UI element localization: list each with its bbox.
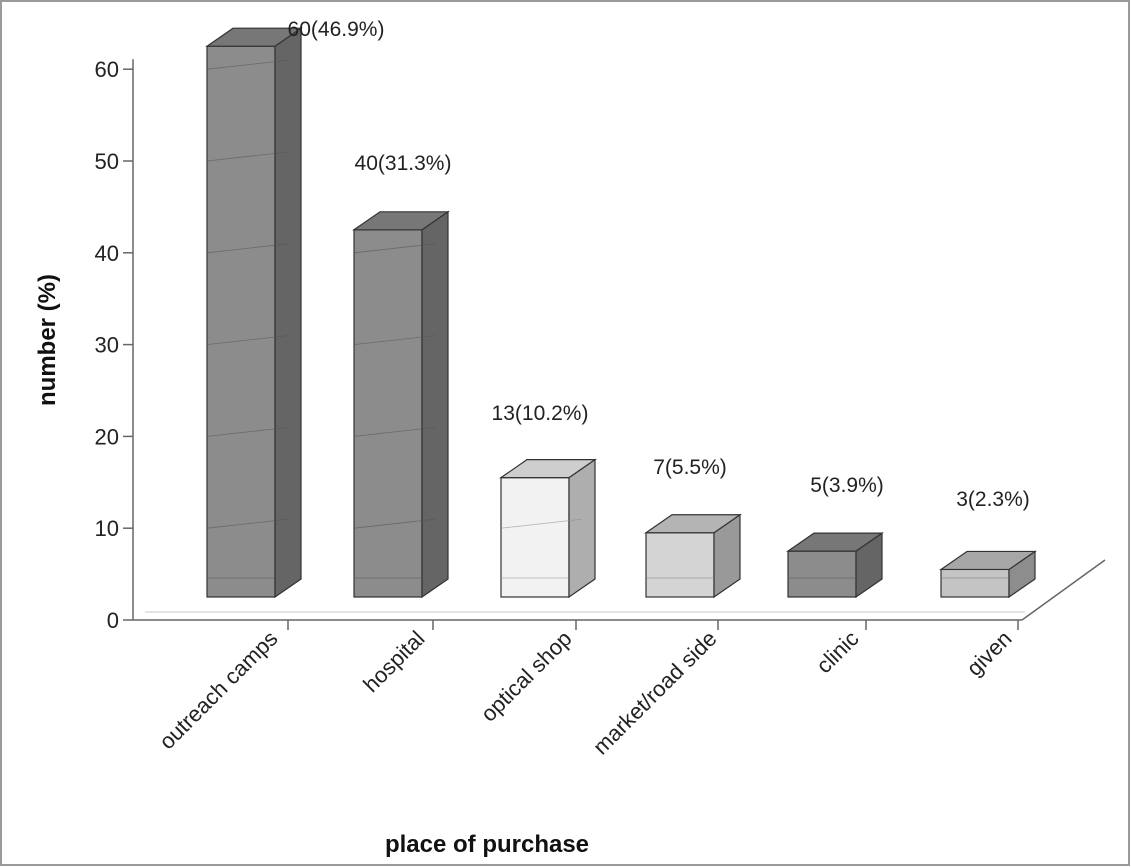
data-label: 40(31.3%) bbox=[355, 152, 452, 175]
bar-grid-mark bbox=[206, 59, 289, 70]
bar-given bbox=[939, 550, 1037, 599]
y-tick-label: 30 bbox=[95, 333, 119, 358]
data-label: 3(2.3%) bbox=[956, 488, 1030, 511]
bar-front bbox=[500, 477, 570, 598]
bar-side bbox=[274, 27, 302, 599]
bar-top bbox=[499, 459, 597, 479]
bar-top bbox=[352, 211, 450, 231]
x-axis-title: place of purchase bbox=[385, 831, 589, 858]
bar-market-road-side bbox=[644, 513, 742, 599]
y-tick-label: 50 bbox=[95, 149, 119, 174]
data-label: 60(46.9%) bbox=[288, 18, 385, 41]
bar-grid-mark bbox=[500, 518, 583, 529]
bar-clinic bbox=[786, 531, 884, 599]
bar-outreach-camps bbox=[205, 27, 303, 599]
bar-grid-mark bbox=[353, 243, 436, 254]
y-tick-label: 10 bbox=[95, 516, 119, 541]
bar-grid-mark bbox=[206, 427, 289, 437]
bar-grid-mark bbox=[353, 335, 436, 345]
bar-grid-mark bbox=[206, 243, 289, 254]
bar-front bbox=[940, 568, 1010, 598]
bar-top bbox=[939, 550, 1037, 571]
bar-grid-mark bbox=[206, 518, 289, 529]
y-tick-label: 0 bbox=[107, 608, 119, 633]
bar-front bbox=[353, 229, 423, 598]
bar-front bbox=[787, 550, 857, 598]
y-tick-label: 40 bbox=[95, 241, 119, 266]
data-label: 5(3.9%) bbox=[810, 474, 884, 497]
y-tick-label: 60 bbox=[95, 57, 119, 82]
bar-hospital bbox=[352, 210, 450, 599]
bar-side bbox=[568, 458, 596, 599]
bar-grid-mark bbox=[206, 151, 289, 162]
bar-top bbox=[205, 27, 303, 47]
bar-grid-mark bbox=[353, 518, 436, 529]
data-label: 7(5.5%) bbox=[653, 456, 727, 479]
bar-top bbox=[786, 532, 884, 552]
bar-optical-shop bbox=[499, 458, 597, 599]
data-label: 13(10.2%) bbox=[492, 402, 589, 425]
y-tick-label: 20 bbox=[95, 424, 119, 449]
bar-top bbox=[644, 514, 742, 534]
bar-front bbox=[645, 532, 715, 598]
bar-front bbox=[206, 45, 276, 598]
bar-side bbox=[421, 210, 449, 599]
floor-side-edge bbox=[1021, 559, 1106, 621]
y-axis-title: number (%) bbox=[34, 274, 61, 406]
bar-grid-mark bbox=[353, 427, 436, 437]
bar-grid-mark bbox=[206, 335, 289, 345]
